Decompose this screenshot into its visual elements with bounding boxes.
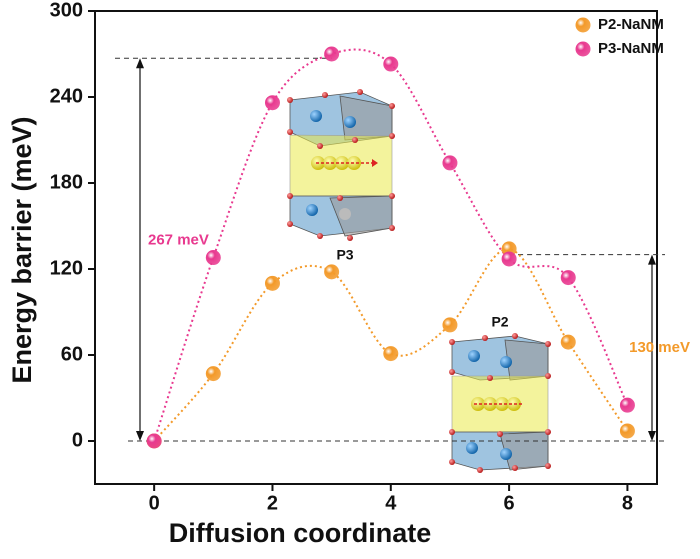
p3-structure-inset: P3 <box>287 89 395 263</box>
p2-structure-inset: P2 <box>449 314 551 473</box>
y-tick-label: 240 <box>50 85 83 107</box>
legend-label: P2-NaNM <box>598 16 664 33</box>
x-tick-label: 6 <box>504 492 515 514</box>
data-point <box>619 397 635 413</box>
data-point <box>560 270 576 286</box>
x-axis-label: Diffusion coordinate <box>169 518 432 548</box>
data-point <box>324 264 340 280</box>
legend-marker <box>575 41 591 57</box>
y-tick-label: 60 <box>61 343 83 365</box>
data-point <box>264 275 280 291</box>
x-tick-label: 2 <box>267 492 278 514</box>
data-point <box>383 56 399 72</box>
y-axis-label: Energy barrier (meV) <box>7 116 37 383</box>
x-tick-label: 8 <box>622 492 633 514</box>
annotation-label: 130 meV <box>629 339 690 356</box>
x-tick-label: 4 <box>385 492 397 514</box>
inset-label: P3 <box>336 247 353 263</box>
y-tick-label: 180 <box>50 171 83 193</box>
data-point <box>264 95 280 111</box>
legend-label: P3-NaNM <box>598 40 664 57</box>
arrow-head <box>648 254 656 265</box>
data-point <box>501 251 517 267</box>
y-tick-label: 0 <box>72 429 83 451</box>
inset-label: P2 <box>491 314 508 330</box>
data-point <box>205 250 221 266</box>
x-tick-label: 0 <box>149 492 160 514</box>
data-point <box>442 155 458 171</box>
data-point <box>442 317 458 333</box>
data-point <box>146 433 162 449</box>
data-point <box>324 46 340 62</box>
data-point <box>560 334 576 350</box>
arrow-head <box>648 431 656 441</box>
data-point <box>383 346 399 362</box>
legend-marker <box>575 17 591 33</box>
y-tick-label: 300 <box>50 0 83 21</box>
arrow-head <box>136 431 144 441</box>
plot-frame <box>94 10 658 485</box>
y-tick-label: 120 <box>50 257 83 279</box>
annotation-label: 267 meV <box>148 231 209 248</box>
trend-curve <box>153 247 629 442</box>
data-point <box>619 423 635 439</box>
data-point <box>205 366 221 382</box>
arrow-head <box>136 58 144 69</box>
